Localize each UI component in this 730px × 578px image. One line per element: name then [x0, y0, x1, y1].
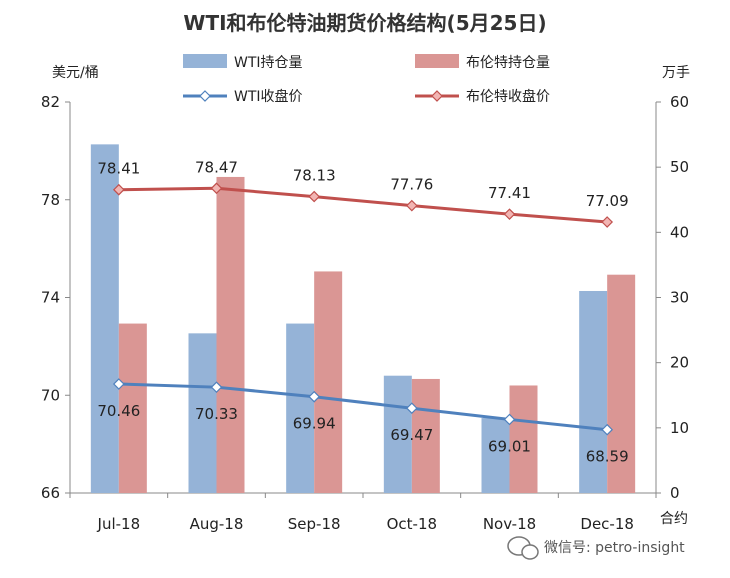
brent-close-label: 77.76	[390, 176, 433, 194]
legend-marker	[431, 90, 443, 102]
left-axis-label: 美元/桶	[52, 65, 99, 81]
category-label: Nov-18	[483, 515, 536, 533]
brent-close-point	[503, 208, 516, 221]
wti-close-point	[405, 402, 418, 415]
right-tick-label: 20	[670, 354, 689, 372]
right-tick-label: 30	[670, 289, 689, 307]
legend-swatch	[415, 54, 459, 68]
brent-close-label: 78.13	[293, 167, 336, 185]
right-tick-label: 50	[670, 158, 689, 176]
brent-close-point	[405, 199, 418, 212]
wti-close-label: 69.94	[293, 415, 336, 433]
brent-close-line	[118, 186, 608, 224]
wti-oi-bar	[579, 290, 608, 493]
left-tick-label: 70	[41, 386, 60, 404]
lines	[112, 182, 614, 436]
watermark-text: 微信号: petro-insight	[544, 540, 685, 556]
left-tick-label: 74	[41, 289, 60, 307]
right-tick-label: 60	[670, 93, 689, 111]
wti-close-line	[118, 382, 608, 432]
bars	[90, 144, 636, 494]
right-tick-label: 40	[670, 223, 689, 241]
brent-oi-bar	[216, 176, 245, 494]
category-label: Sep-18	[288, 515, 341, 533]
axes: 66 70 74 78 82 0 10 20 30 40 50 60 Jul-18 Aug-18 Sep-1…	[41, 93, 689, 533]
category-label: Dec-18	[580, 515, 634, 533]
left-tick-label: 82	[41, 93, 60, 111]
wti-close-point	[210, 381, 223, 394]
legend-label: 布伦特持仓量	[466, 55, 550, 71]
category-label: Jul-18	[97, 515, 141, 533]
left-tick-label: 66	[41, 484, 60, 502]
brent-oi-bar	[314, 271, 343, 493]
brent-close-label: 78.47	[195, 158, 238, 176]
brent-oi-bar	[411, 378, 440, 493]
brent-close-label: 77.09	[586, 192, 629, 210]
legend-marker	[199, 90, 211, 102]
right-axis-label: 万手	[662, 65, 690, 81]
brent-close-point	[601, 216, 614, 228]
brent-close-point	[210, 182, 223, 195]
legend-label: WTI收盘价	[234, 88, 303, 105]
legend-label: WTI持仓量	[234, 55, 303, 71]
wti-close-point	[601, 423, 614, 436]
wti-close-label: 68.59	[586, 448, 629, 466]
wti-close-point	[308, 390, 321, 403]
right-tick-label: 0	[670, 484, 680, 502]
wti-oi-bar	[188, 333, 217, 493]
wti-close-point	[503, 413, 516, 426]
left-tick-label: 78	[41, 191, 60, 209]
wti-oi-bar	[286, 323, 315, 493]
category-label: Aug-18	[190, 515, 244, 533]
wti-oi-bar	[481, 418, 510, 493]
brent-close-label: 78.41	[97, 160, 140, 178]
brent-oi-bar	[118, 323, 147, 493]
brent-close-label: 77.41	[488, 184, 531, 202]
brent-oi-bar	[607, 274, 636, 493]
wti-oi-bar	[90, 144, 119, 493]
brent-close-point	[308, 190, 321, 203]
brent-oi-bar	[509, 385, 538, 493]
wti-close-label: 70.33	[195, 405, 238, 423]
watermark: 微信号: petro-insight	[507, 536, 685, 560]
legend-label: 布伦特收盘价	[466, 88, 550, 105]
wti-close-label: 69.01	[488, 437, 531, 455]
wti-close-point	[112, 378, 125, 390]
wti-close-label: 69.47	[390, 426, 433, 444]
wti-close-label: 70.46	[97, 402, 140, 420]
wechat-icon	[507, 536, 539, 560]
wti-oi-bar	[383, 375, 412, 493]
legend: WTI持仓量 布伦特持仓量 WTI收盘价 布伦特收盘价	[183, 54, 550, 105]
legend-swatch	[183, 54, 227, 68]
category-label: Oct-18	[387, 515, 437, 533]
x-axis-label: 合约	[660, 511, 688, 527]
chart-title: WTI和布伦特油期货价格结构(5月25日)	[183, 11, 546, 35]
right-tick-label: 10	[670, 419, 689, 437]
data-labels: 70.46 70.33 69.94 69.47 69.01 68.59 78.41 78.47…	[97, 158, 628, 465]
brent-close-point	[112, 183, 125, 196]
